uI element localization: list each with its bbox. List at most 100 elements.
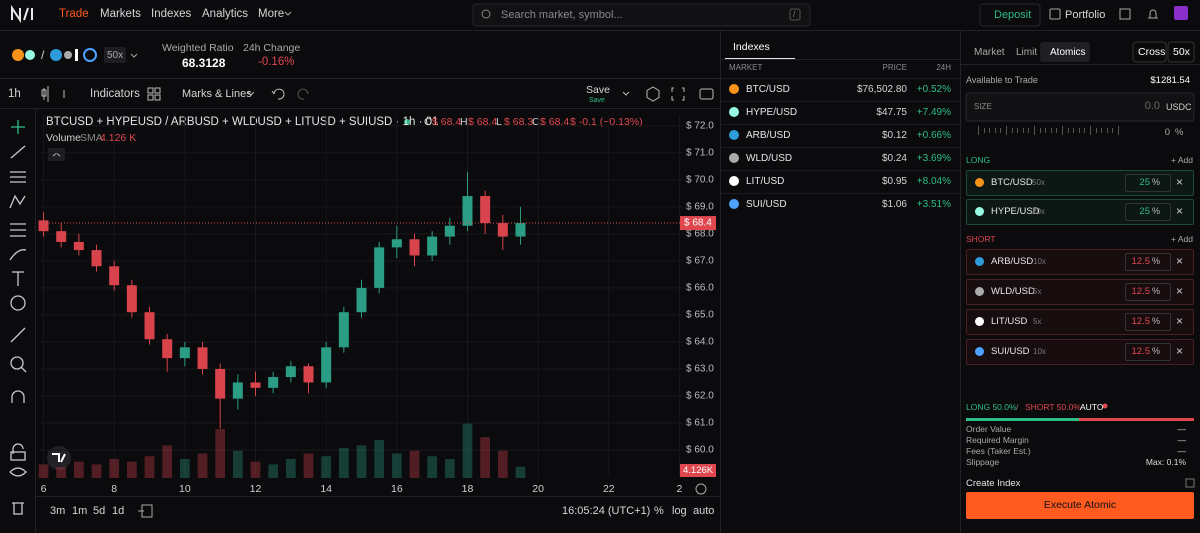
range-button[interactable]: 5d (93, 505, 106, 517)
market-change: +3.51% (916, 199, 951, 210)
y-tick-label: $ 67.0 (686, 256, 714, 267)
leg-icon (975, 347, 984, 356)
slider-unit: % (1175, 127, 1184, 138)
split-auto[interactable]: AUTO (1080, 402, 1104, 412)
size-value[interactable]: 0.0 (1144, 100, 1160, 112)
interval[interactable]: 1h (8, 88, 21, 100)
nav-item[interactable]: More (258, 8, 285, 20)
range-button[interactable]: 1d (112, 505, 125, 517)
market-icon (729, 130, 739, 140)
margin-mode[interactable]: Cross (1138, 46, 1166, 58)
checkbox[interactable] (1185, 478, 1195, 488)
last-volume-badge (680, 464, 716, 477)
marks[interactable]: Marks & Lines (182, 88, 252, 100)
market-name[interactable]: WLD/USD (746, 153, 793, 164)
market-name[interactable]: SUI/USD (746, 199, 787, 210)
search-box[interactable] (472, 3, 811, 27)
volume-bar (462, 423, 473, 478)
execute-label[interactable]: Execute Atomic (1043, 499, 1117, 511)
order-tab[interactable]: Atomics (1050, 47, 1086, 58)
date-range-icon[interactable] (138, 504, 153, 518)
remove-icon[interactable]: × (1176, 284, 1184, 298)
nav-item[interactable]: Trade (59, 8, 89, 20)
collapse-button[interactable] (48, 148, 65, 161)
leg-icon (975, 207, 984, 216)
create-index[interactable]: Create Index (966, 478, 1021, 489)
nav-item[interactable]: Analytics (202, 8, 249, 20)
execute-button[interactable] (966, 492, 1194, 519)
save[interactable]: Save (586, 84, 610, 96)
market-name[interactable]: LIT/USD (746, 176, 785, 187)
remove-icon[interactable]: × (1176, 204, 1184, 218)
leverage[interactable]: 50x (107, 50, 124, 61)
gift-icon[interactable] (1119, 8, 1131, 20)
leg-leverage: 10x (1033, 347, 1046, 356)
range-button[interactable]: 1m (72, 505, 88, 517)
leg-weight[interactable]: 12.5 (1131, 256, 1151, 267)
slider-tick (1118, 126, 1119, 135)
remove-icon[interactable]: × (1176, 314, 1184, 328)
indexes-tab[interactable]: Indexes (733, 41, 770, 53)
volume-bar (321, 456, 332, 478)
nav-item[interactable]: Indexes (151, 8, 192, 20)
y-tick-label: $ 69.0 (686, 201, 714, 212)
leg-unit: % (1152, 177, 1161, 187)
slider-tick (1011, 128, 1013, 133)
remove-icon[interactable]: × (1176, 344, 1184, 358)
avatar[interactable] (1174, 6, 1188, 20)
remove-icon[interactable]: × (1176, 175, 1184, 189)
leg-weight[interactable]: 12.5 (1131, 286, 1151, 297)
range-button[interactable]: 3m (50, 505, 66, 517)
margin-box[interactable] (1132, 41, 1167, 63)
bell-icon[interactable] (1148, 9, 1158, 19)
remove-icon[interactable]: × (1176, 254, 1184, 268)
slider-tick (1073, 128, 1075, 133)
deposit[interactable]: Deposit (994, 9, 1032, 21)
candle-body (232, 382, 243, 399)
portfolio[interactable]: Portfolio (1065, 9, 1106, 21)
search-placeholder[interactable]: Search market, symbol... (501, 9, 623, 21)
market-name[interactable]: BTC/USD (746, 84, 790, 95)
market-name[interactable]: HYPE/USD (746, 107, 798, 118)
volume-bar (215, 429, 226, 478)
clock: 16:05:24 (UTC+1) (562, 505, 651, 517)
x-tick-label: 18 (462, 483, 474, 495)
nav-item[interactable]: Markets (100, 8, 141, 20)
short-add[interactable]: + Add (1171, 234, 1193, 244)
candle-body (409, 239, 420, 256)
leg-weight[interactable]: 12.5 (1131, 346, 1151, 357)
x-tick-label: 2 (677, 483, 683, 495)
volume-ma: SMA (80, 132, 103, 144)
leverage-box[interactable] (1167, 41, 1195, 63)
row-divider (721, 193, 960, 194)
indicators[interactable]: Indicators (90, 88, 140, 100)
auto-toggle[interactable]: auto (693, 505, 715, 517)
market-price: $0.24 (881, 153, 907, 164)
short-share-bar (1079, 418, 1194, 421)
long-add[interactable]: + Add (1171, 155, 1193, 165)
deposit-box[interactable] (979, 3, 1041, 27)
order-tab[interactable]: Limit (1016, 47, 1038, 58)
slider-tick (994, 128, 996, 133)
leg-weight[interactable]: 25 (1139, 206, 1150, 217)
settings-icon[interactable] (695, 483, 707, 495)
search-shortcut: / (793, 9, 796, 19)
ohlc-key: C (532, 116, 540, 128)
leg-market: BTC/USD (991, 177, 1033, 188)
drawing-tools (9, 120, 27, 515)
market-name[interactable]: ARB/USD (746, 130, 791, 141)
y-tick-label: $ 63.0 (686, 364, 714, 375)
x-tick-label: 6 (41, 483, 47, 495)
leg-unit: % (1152, 346, 1161, 356)
leg-weight[interactable]: 12.5 (1131, 316, 1151, 327)
order-leverage[interactable]: 50x (1173, 46, 1190, 58)
leg-weight[interactable]: 25 (1139, 177, 1150, 188)
percent-toggle[interactable]: % (654, 505, 664, 517)
log-toggle[interactable]: log (672, 505, 687, 517)
search-icon (481, 9, 491, 19)
volume-bar (497, 450, 508, 478)
chevron (130, 53, 138, 58)
order-tab[interactable]: Market (974, 47, 1005, 58)
size-box[interactable] (965, 92, 1195, 122)
leverage-box[interactable] (104, 47, 126, 63)
